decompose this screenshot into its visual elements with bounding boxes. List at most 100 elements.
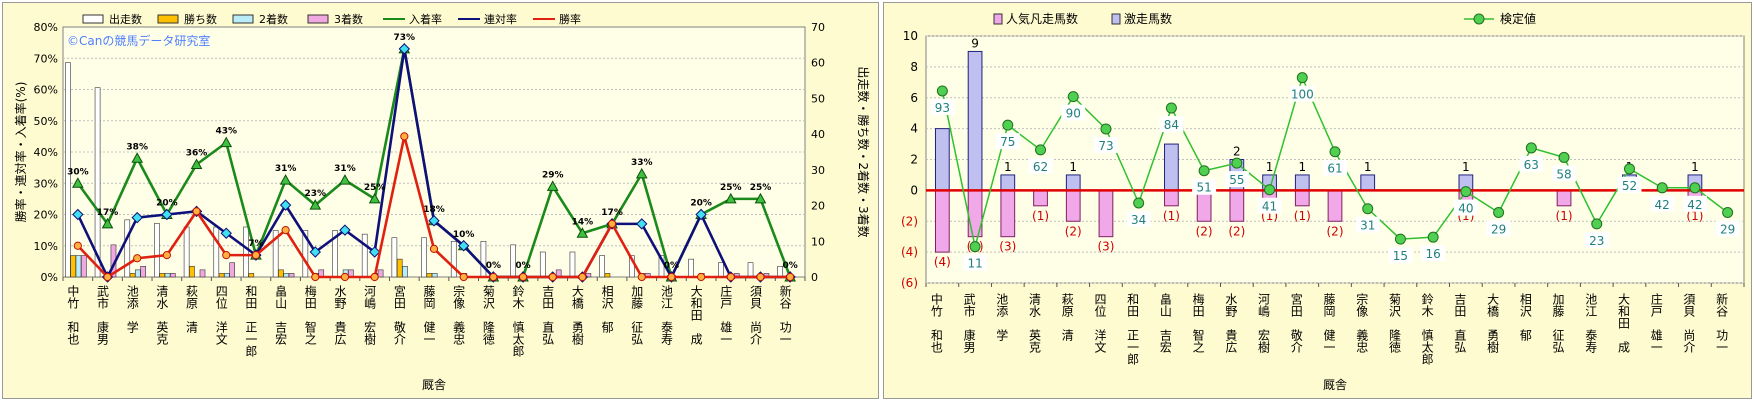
left-tick-label: 60%: [34, 84, 58, 97]
data-label: 29%: [542, 170, 564, 180]
legend-swatch: [307, 14, 329, 24]
x-category-label: 鈴木 慎太郎: [1420, 292, 1434, 365]
legend-swatch: [232, 14, 254, 24]
bar-勝ち数: [248, 273, 255, 278]
bar-出走数: [391, 237, 398, 278]
data-label: 1: [1069, 160, 1077, 174]
data-label: 58: [1556, 167, 1571, 181]
legend-label: 勝ち数: [184, 12, 217, 26]
bar-2着数: [164, 273, 171, 278]
data-label: 1: [1691, 160, 1699, 174]
bar-2着数: [402, 265, 408, 278]
bar-激走馬数: [1294, 174, 1310, 191]
data-label: 33%: [631, 158, 653, 168]
data-label: 17%: [97, 208, 119, 218]
x-category-label-text: 萩原 清: [1060, 293, 1074, 342]
data-label: (1): [1686, 209, 1703, 223]
x-category-label: 相沢 郁: [600, 285, 614, 334]
data-label-box: [1519, 155, 1544, 172]
data-label-box: [1682, 195, 1707, 212]
data-label: 1: [1298, 160, 1306, 174]
data-label: 51: [1196, 181, 1211, 195]
data-label-box: [1486, 220, 1511, 237]
data-label-box: [1028, 157, 1053, 174]
watermark: ©Canの競馬データ研究室: [67, 33, 210, 48]
x-category-label-text: 四位 洋文: [1093, 293, 1107, 353]
point-入着率: [220, 136, 233, 148]
bar-出走数: [183, 226, 190, 278]
data-label: (1): [1032, 209, 1049, 223]
data-label: 25%: [364, 183, 386, 193]
data-label: 10%: [453, 230, 475, 240]
x-category-label: 中竹 和也: [929, 292, 943, 353]
x-category-label-text: 大橋 勇樹: [570, 285, 584, 345]
x-category-label: 武市 康男: [962, 293, 976, 353]
bar-激走馬数: [967, 50, 983, 191]
x-category-label: 新谷 功一: [1715, 292, 1729, 353]
x-category-label: 宮田 敬介: [1289, 292, 1303, 353]
x-category-label: 庄戸 雄一: [1649, 292, 1663, 353]
point-勝率: [786, 272, 795, 282]
data-label: 9: [971, 36, 979, 50]
x-category-label: 池添 学: [125, 285, 139, 333]
point-勝率: [340, 272, 350, 282]
point-検定値: [1100, 123, 1112, 135]
point-連対率: [428, 215, 440, 227]
legend-item: 連対率: [458, 12, 517, 26]
x-category-label: 藤岡 健一: [1322, 293, 1336, 353]
left-tick-label: 50%: [34, 115, 58, 128]
right-tick-label: 20: [811, 200, 825, 213]
data-label-box: [1617, 176, 1642, 193]
x-category-label-text: 庄戸 雄一: [719, 284, 733, 345]
bar-3着数: [140, 265, 146, 278]
data-label: 15: [1393, 249, 1408, 263]
bar-勝ち数: [189, 265, 195, 278]
data-label: (1): [1556, 209, 1573, 223]
x-category-label: 大橋 勇樹: [1486, 293, 1500, 353]
x-category-label: 大和田 成: [1616, 293, 1630, 354]
point-検定値: [1558, 151, 1570, 163]
bar-出走数: [213, 226, 220, 278]
bar-人気凡走馬数: [1556, 189, 1572, 207]
data-label-box: [1584, 231, 1609, 248]
legend-item: 3着数: [307, 12, 363, 26]
data-label: 42: [1655, 198, 1670, 212]
point-勝率: [162, 251, 171, 260]
left-tick-label: 30%: [34, 177, 58, 190]
x-category-label: 和田 正一郎: [244, 285, 258, 357]
data-label: 38%: [126, 142, 148, 152]
data-label: 84: [1164, 118, 1179, 132]
left-tick-label: 40%: [34, 146, 58, 159]
x-category-label: 和田 正一郎: [1126, 293, 1140, 365]
data-label: 29: [1720, 222, 1735, 236]
legend-label: 3着数: [334, 12, 363, 26]
data-label: 1: [1364, 160, 1372, 174]
x-category-label: 畠山 吉宏: [274, 284, 288, 346]
bar-人気凡走馬数: [934, 189, 950, 253]
point-検定値: [1722, 206, 1734, 218]
bar-勝ち数: [70, 255, 77, 278]
x-category-label-text: 四位 洋文: [214, 285, 228, 345]
x-category-label-text: 藤岡 健一: [422, 285, 436, 345]
point-検定値: [1329, 146, 1341, 158]
x-category-label-text: 須貝 尚介: [748, 285, 762, 345]
right-tick-label: 10: [811, 235, 825, 248]
y-tick-label: 8: [910, 60, 918, 74]
bar-出走数: [154, 223, 160, 278]
bar-3着数: [377, 269, 384, 278]
x-axis-title: 厩舎: [422, 378, 446, 392]
point-連対率: [279, 199, 292, 211]
x-category-label: 武市 康男: [96, 285, 110, 345]
legend-item: 勝率: [533, 12, 581, 26]
point-連対率: [368, 246, 381, 258]
legend-item: 勝ち数: [157, 12, 217, 26]
point-勝率: [667, 272, 676, 282]
bar-3着数: [80, 255, 87, 278]
x-category-label-text: 藤岡 健一: [1322, 293, 1336, 353]
x-category-label: 梅田 智之: [1191, 292, 1205, 353]
legend-item: 入着率: [383, 12, 442, 26]
y-tick-label: 2: [910, 153, 918, 167]
data-label: 73: [1098, 139, 1113, 153]
x-category-label-text: 新谷 功一: [778, 284, 792, 345]
bar-人気凡走馬数: [1229, 189, 1245, 222]
